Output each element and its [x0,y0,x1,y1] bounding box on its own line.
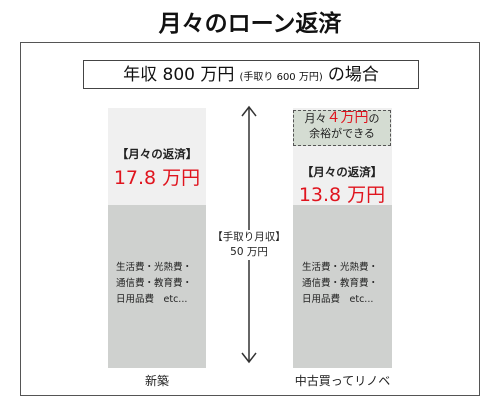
note-text: 月々 [304,112,327,125]
note-text: 余裕ができる [309,127,375,140]
expense-line: 通信費・教育費・ [302,278,379,289]
expense-line: 生活費・光熱費・ [302,262,379,273]
payment-heading: 【月々の返済】 [301,165,383,179]
expenses: 生活費・光熱費・ 通信費・教育費・ 日用品費 etc... [116,260,192,308]
column-top [108,108,206,205]
expense-line: 日用品費 etc... [302,294,374,305]
payment-heading: 【月々の返済】 [116,147,198,161]
income-text: 年収 800 万円 [123,65,235,85]
column-label: 新築 [144,374,169,388]
income-net: (手取り 600 万円) [239,72,323,83]
column-label: 中古買ってリノベ [294,374,391,388]
net-income-heading: 【手取り月収】 [212,231,286,243]
column-bottom [293,205,392,368]
title: 月々のローン返済 [158,11,342,37]
net-income: 【手取り月収】 50 万円 [211,230,287,260]
note-amount: ４万円 [326,110,369,126]
expense-line: 生活費・光熱費・ [116,262,193,273]
expense-line: 通信費・教育費・ [116,278,193,289]
savings-note: 月々４万円の 余裕ができる [293,110,391,146]
note-text: の [368,112,380,125]
payment-amount: 13.8 万円 [298,184,386,206]
income-box: 年収 800 万円 (手取り 600 万円) の場合 [83,60,419,89]
payment-amount: 17.8 万円 [113,167,201,189]
expenses: 生活費・光熱費・ 通信費・教育費・ 日用品費 etc... [302,260,378,308]
frame [20,42,480,396]
income-suffix: の場合 [327,65,379,85]
expense-line: 日用品費 etc... [116,294,188,305]
net-income-amount: 50 万円 [230,246,268,258]
column-bottom [108,205,206,368]
